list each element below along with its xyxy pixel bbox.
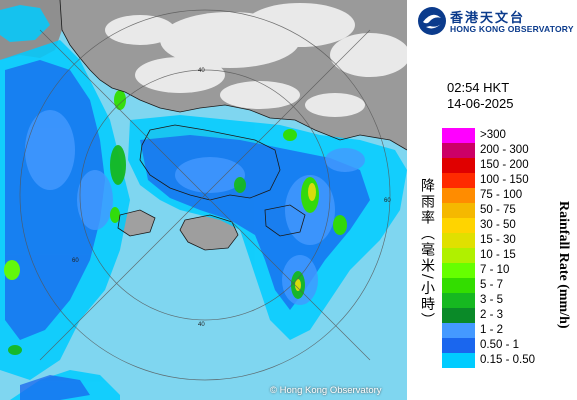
- legend-row: 75 - 100: [442, 188, 572, 203]
- legend-label: 15 - 30: [480, 234, 516, 246]
- legend-row: 50 - 75: [442, 203, 572, 218]
- range-ring-label: 40: [198, 322, 205, 328]
- range-rings: [19, 9, 391, 381]
- legend-label: 200 - 300: [480, 144, 529, 156]
- legend-label: 150 - 200: [480, 159, 529, 171]
- legend-label: 30 - 50: [480, 219, 516, 231]
- range-ring-label: 40: [198, 68, 205, 74]
- legend-swatch: [442, 158, 475, 173]
- range-ring-label: 60: [384, 198, 391, 204]
- legend-row: 2 - 3: [442, 308, 572, 323]
- legend-label: 50 - 75: [480, 204, 516, 216]
- legend-swatch: [442, 188, 475, 203]
- radar-map: 40 60 40 60 © Hong Kong Observatory: [0, 0, 407, 400]
- legend-row: 1 - 2: [442, 323, 572, 338]
- hko-logo-icon: [418, 7, 446, 35]
- legend-swatch: [442, 308, 475, 323]
- legend-swatch: [442, 353, 475, 368]
- legend-swatch: [442, 263, 475, 278]
- legend-row: 0.50 - 1: [442, 338, 572, 353]
- legend-row: 5 - 7: [442, 278, 572, 293]
- legend-row: 0.15 - 0.50: [442, 353, 572, 368]
- legend-label: 5 - 7: [480, 279, 504, 291]
- legend-row: 10 - 15: [442, 248, 572, 263]
- legend-row: >300: [442, 128, 572, 143]
- coastline: [59, 0, 407, 251]
- legend-title-cn: 降雨率（毫米/小時）: [419, 178, 435, 329]
- legend-label: 7 - 10: [480, 264, 510, 276]
- legend-row: 30 - 50: [442, 218, 572, 233]
- legend-swatch: [442, 128, 475, 143]
- legend-label: 0.15 - 0.50: [480, 354, 535, 366]
- legend-label: 100 - 150: [480, 174, 529, 186]
- legend-row: 100 - 150: [442, 173, 572, 188]
- legend-title-en: Rainfall Rate (mm/h): [556, 201, 571, 329]
- legend-row: 7 - 10: [442, 263, 572, 278]
- range-ring-label: 60: [72, 258, 79, 264]
- legend-row: 150 - 200: [442, 158, 572, 173]
- radar-time: 02:54 HKT: [447, 80, 510, 95]
- legend-swatch: [442, 278, 475, 293]
- legend-swatch: [442, 218, 475, 233]
- legend-label: 1 - 2: [480, 324, 504, 336]
- legend-row: 200 - 300: [442, 143, 572, 158]
- legend-row: 3 - 5: [442, 293, 572, 308]
- legend-swatch: [442, 338, 475, 353]
- legend-swatch: [442, 293, 475, 308]
- legend-label: >300: [480, 129, 506, 141]
- legend-swatch: [442, 323, 475, 338]
- copyright-text: © Hong Kong Observatory: [270, 385, 382, 396]
- legend-label: 2 - 3: [480, 309, 504, 321]
- legend-label: 75 - 100: [480, 189, 523, 201]
- rainfall-legend: >300 200 - 300 150 - 200 100 - 150 75 - 100 5…: [442, 128, 572, 368]
- legend-label: 3 - 5: [480, 294, 504, 306]
- legend-label: 0.50 - 1: [480, 339, 519, 351]
- legend-label: 10 - 15: [480, 249, 516, 261]
- legend-swatch: [442, 203, 475, 218]
- legend-swatch: [442, 248, 475, 263]
- logo-name-cn: 香港天文台: [450, 11, 526, 26]
- legend-swatch: [442, 143, 475, 158]
- cloud-cover: [105, 3, 407, 117]
- legend-row: 15 - 30: [442, 233, 572, 248]
- radar-date: 14-06-2025: [447, 96, 514, 111]
- legend-swatch: [442, 233, 475, 248]
- info-panel: 香港天文台 HONG KONG OBSERVATORY 02:54 HKT 14…: [407, 0, 577, 400]
- logo-name-en: HONG KONG OBSERVATORY: [450, 24, 574, 34]
- rain-echo-moderate: [4, 90, 347, 355]
- legend-swatch: [442, 173, 475, 188]
